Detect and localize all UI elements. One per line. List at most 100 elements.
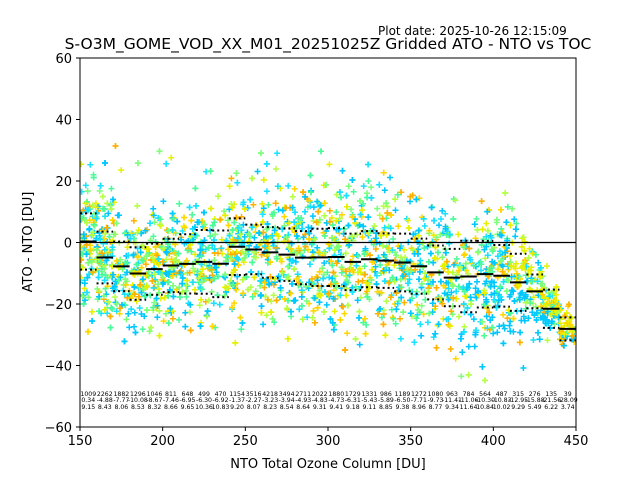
scatter-point xyxy=(123,316,130,323)
scatter-point xyxy=(258,251,265,258)
scatter-point xyxy=(345,279,352,286)
scatter-point xyxy=(516,339,523,346)
scatter-point xyxy=(450,216,457,222)
scatter-point xyxy=(400,309,407,316)
scatter-point xyxy=(238,326,245,333)
bin-count-label: 1046 xyxy=(147,391,163,398)
scatter-point xyxy=(372,246,379,252)
scatter-point xyxy=(221,208,228,215)
scatter-point xyxy=(321,271,327,278)
scatter-point xyxy=(448,289,455,296)
bin-std-label: 9.41 xyxy=(329,404,343,411)
scatter-point xyxy=(509,205,516,212)
y-tick-label: 60 xyxy=(55,52,72,67)
x-tick-label: 450 xyxy=(564,434,589,449)
scatter-point xyxy=(269,211,276,218)
scatter-point xyxy=(538,273,544,280)
scatter-point xyxy=(311,236,318,243)
scatter-point xyxy=(473,215,480,222)
scatter-point xyxy=(329,319,336,326)
scatter-point xyxy=(267,259,273,265)
bin-count-label: 499 xyxy=(198,391,210,398)
scatter-point xyxy=(472,331,479,338)
scatter-point xyxy=(231,300,238,307)
scatter-point xyxy=(397,335,404,342)
scatter-point xyxy=(258,150,264,157)
scatter-point xyxy=(446,323,453,330)
scatter-point xyxy=(96,230,103,237)
scatter-point xyxy=(208,266,215,273)
scatter-point xyxy=(383,200,390,207)
scatter-point xyxy=(363,321,370,328)
scatter-point xyxy=(176,259,183,265)
scatter-point xyxy=(155,289,162,296)
scatter-point xyxy=(561,331,568,338)
scatter-point xyxy=(162,270,169,276)
scatter-point xyxy=(368,277,375,283)
scatter-point xyxy=(341,310,348,317)
scatter-point xyxy=(193,202,199,209)
bin-mean-label: -7.46 xyxy=(163,397,179,404)
scatter-point xyxy=(133,298,140,305)
scatter-point xyxy=(252,229,259,236)
bin-std-label: 9.20 xyxy=(230,404,244,411)
scatter-point xyxy=(496,323,503,330)
scatter-point xyxy=(427,250,434,257)
scatter-point xyxy=(179,228,186,234)
scatter-point xyxy=(548,311,555,318)
scatter-point xyxy=(461,288,468,295)
scatter-point xyxy=(484,252,491,259)
scatter-point xyxy=(563,310,570,316)
x-axis-ticks: 150 200 250 300 350 400 450 xyxy=(68,427,589,449)
bin-mean-label: -6.95 xyxy=(179,397,195,404)
scatter-point xyxy=(500,322,507,329)
scatter-point xyxy=(151,299,158,306)
scatter-point xyxy=(321,200,328,207)
scatter-point xyxy=(194,219,201,226)
scatter-point xyxy=(462,260,469,267)
scatter-point xyxy=(494,266,501,273)
scatter-point xyxy=(326,218,333,225)
scatter-point xyxy=(204,313,211,320)
bin-count-label: 39 xyxy=(564,391,572,398)
scatter-point xyxy=(263,188,270,195)
scatter-point xyxy=(251,234,258,241)
scatter-point xyxy=(181,214,187,221)
scatter-point xyxy=(198,286,205,293)
bin-mean-label: -1.37 xyxy=(229,397,245,404)
scatter-point xyxy=(460,328,467,335)
scatter-point xyxy=(200,275,207,282)
scatter-point xyxy=(134,202,141,209)
scatter-point xyxy=(115,212,122,219)
x-tick-label: 400 xyxy=(481,434,506,449)
scatter-point xyxy=(513,270,520,277)
scatter-point xyxy=(160,245,167,252)
bin-count-label: 487 xyxy=(496,391,508,398)
bin-std-label: 9.18 xyxy=(346,404,360,411)
scatter-point xyxy=(323,181,329,188)
bin-std-label: 8.54 xyxy=(280,404,294,411)
scatter-point xyxy=(80,257,85,263)
scatter-point xyxy=(383,298,390,305)
scatter-point xyxy=(143,307,150,314)
scatter-point xyxy=(291,266,298,272)
scatter-point xyxy=(464,305,471,311)
scatter-point xyxy=(204,308,211,315)
scatter-point xyxy=(397,276,404,283)
scatter-point xyxy=(413,196,420,203)
bin-mean-label: -28.09 xyxy=(558,397,578,404)
scatter-point xyxy=(356,341,363,348)
scatter-point xyxy=(142,227,149,234)
scatter-point xyxy=(125,310,132,317)
scatter-point xyxy=(362,315,368,322)
scatter-point xyxy=(433,284,440,291)
scatter-point xyxy=(521,258,528,265)
scatter-point xyxy=(87,161,94,168)
scatter-point xyxy=(373,281,380,287)
scatter-point xyxy=(471,343,478,350)
scatter-point xyxy=(314,277,321,284)
scatter-point xyxy=(409,313,415,320)
scatter-point xyxy=(169,272,176,279)
scatter-point xyxy=(479,226,486,233)
